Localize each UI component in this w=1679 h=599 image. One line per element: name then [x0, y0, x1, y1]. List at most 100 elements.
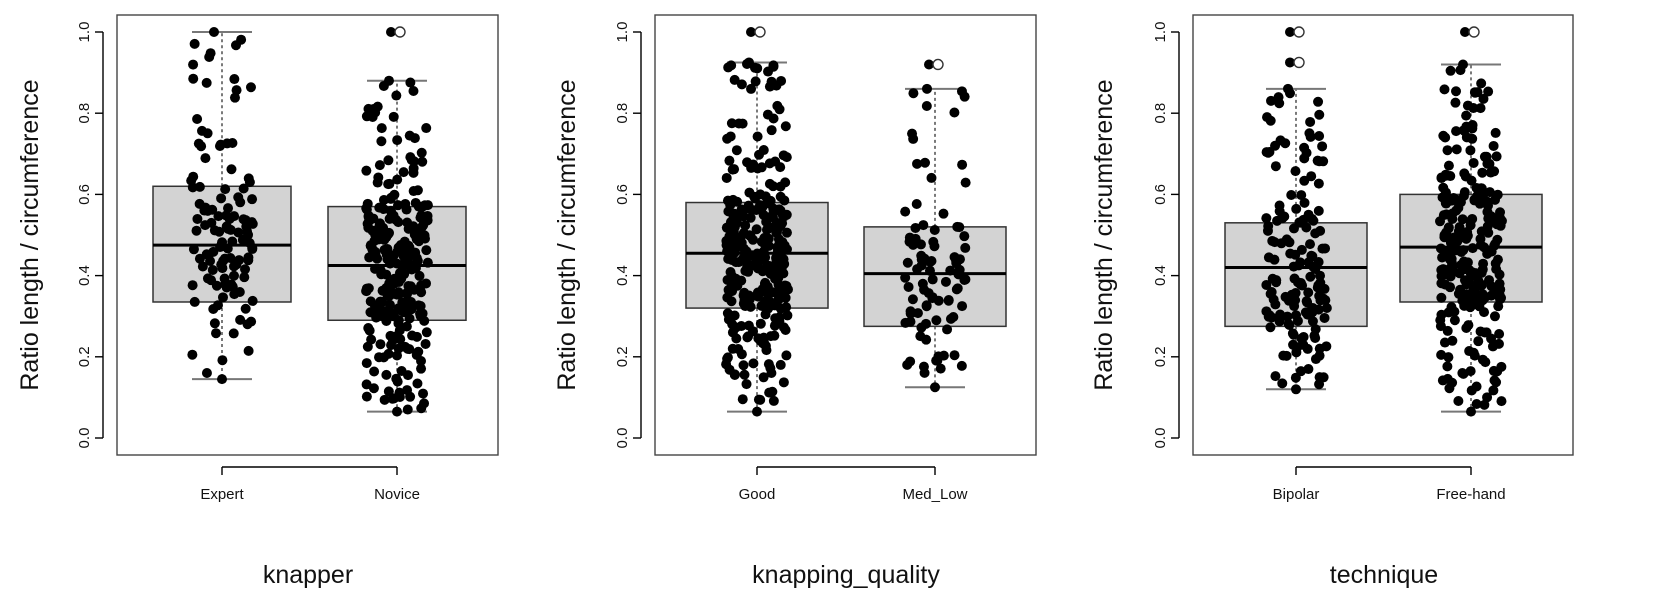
data-point: [1494, 329, 1505, 340]
data-point: [755, 318, 766, 329]
data-point: [745, 231, 756, 242]
data-point: [725, 267, 736, 278]
data-point: [247, 295, 258, 306]
data-point: [760, 309, 771, 320]
data-point: [931, 315, 942, 326]
data-point: [415, 308, 426, 319]
data-point: [1476, 267, 1487, 278]
data-point: [921, 334, 932, 345]
data-point: [926, 172, 937, 183]
data-point: [920, 157, 931, 168]
data-point: [1443, 160, 1454, 171]
x-tick-label: Expert: [200, 486, 244, 503]
data-point: [780, 325, 791, 336]
data-point: [769, 330, 780, 341]
data-point: [1285, 27, 1295, 37]
y-tick-label: 0.8: [1152, 103, 1169, 124]
data-point: [900, 206, 911, 217]
data-point: [1464, 278, 1475, 289]
data-point: [722, 133, 733, 144]
data-point: [201, 77, 212, 88]
data-point: [752, 131, 763, 142]
data-point: [1467, 123, 1478, 134]
data-point: [401, 204, 412, 215]
data-point: [736, 79, 747, 90]
data-point: [1268, 294, 1279, 305]
data-point: [1308, 215, 1319, 226]
data-point: [757, 338, 768, 349]
data-point: [217, 374, 227, 385]
data-point: [225, 224, 236, 235]
data-point: [910, 222, 921, 233]
data-point: [1491, 264, 1502, 275]
data-point: [1496, 292, 1507, 303]
data-point: [929, 224, 940, 235]
data-point: [1449, 315, 1460, 326]
data-point: [201, 368, 212, 379]
data-point: [776, 75, 787, 86]
data-point: [200, 153, 211, 164]
data-point: [217, 263, 228, 274]
data-point: [737, 394, 748, 405]
data-point: [1278, 350, 1289, 361]
data-point: [1277, 378, 1288, 389]
y-tick-label: 0.8: [614, 103, 631, 124]
data-point: [721, 172, 732, 183]
data-point: [1303, 364, 1314, 375]
data-point: [1454, 222, 1465, 233]
data-point: [1315, 270, 1326, 281]
data-point: [752, 163, 763, 174]
data-point: [205, 255, 216, 266]
data-point: [383, 155, 394, 166]
data-point: [769, 300, 780, 311]
y-tick-label: 0.6: [614, 184, 631, 205]
data-point: [1478, 93, 1489, 104]
data-point: [764, 387, 775, 398]
y-tick-label: 0.0: [76, 428, 93, 449]
data-point: [384, 75, 394, 86]
data-point: [768, 207, 779, 218]
data-point: [1448, 192, 1459, 203]
data-point: [1482, 248, 1493, 259]
data-point: [411, 331, 422, 342]
y-axis-label: Ratio length / circumference: [16, 79, 44, 390]
data-point: [729, 74, 740, 85]
data-point: [238, 183, 249, 194]
y-tick-label: 1.0: [76, 22, 93, 43]
data-point: [935, 363, 946, 374]
data-point: [235, 314, 246, 325]
data-point: [1446, 258, 1457, 269]
data-point: [775, 359, 786, 370]
data-point: [1291, 310, 1302, 321]
data-point: [226, 164, 237, 175]
data-point: [1319, 312, 1330, 323]
y-axis-label: Ratio length / circumference: [553, 79, 581, 390]
data-point: [240, 303, 251, 314]
data-point: [781, 227, 792, 238]
data-point: [409, 229, 420, 240]
data-point: [188, 59, 199, 70]
data-point: [1445, 65, 1456, 76]
data-point: [1315, 225, 1326, 236]
data-point: [1270, 371, 1281, 382]
data-point: [928, 236, 939, 247]
data-point: [1476, 78, 1487, 89]
data-point: [1489, 311, 1500, 322]
data-point: [727, 164, 738, 175]
data-point: [227, 281, 238, 292]
data-point: [752, 406, 762, 417]
data-point: [1318, 156, 1329, 167]
data-point: [948, 312, 959, 323]
data-point: [393, 315, 404, 326]
data-point: [1490, 127, 1501, 138]
data-point: [228, 270, 239, 281]
y-tick-label: 0.2: [614, 346, 631, 367]
data-point: [376, 136, 387, 147]
data-point: [207, 265, 218, 276]
data-point: [904, 232, 915, 243]
data-point: [417, 156, 428, 167]
outlier-point: [1468, 26, 1480, 38]
data-point: [723, 253, 734, 264]
data-point: [1482, 221, 1493, 232]
data-point: [1321, 302, 1332, 313]
